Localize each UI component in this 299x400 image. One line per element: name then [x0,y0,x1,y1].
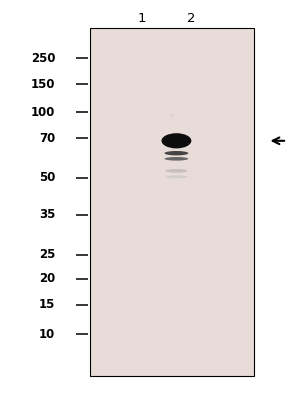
Text: 150: 150 [31,78,55,90]
Text: 2: 2 [187,12,195,24]
Text: 20: 20 [39,272,55,285]
Text: 50: 50 [39,172,55,184]
Text: 35: 35 [39,208,55,221]
Ellipse shape [165,169,188,173]
Text: 100: 100 [31,106,55,118]
Text: 25: 25 [39,248,55,261]
Text: 10: 10 [39,328,55,340]
Text: 1: 1 [138,12,146,24]
Text: 250: 250 [31,52,55,64]
Bar [90,28,254,376]
Text: 15: 15 [39,298,55,311]
Ellipse shape [161,133,191,148]
Ellipse shape [164,151,188,155]
Text: 70: 70 [39,132,55,144]
Ellipse shape [164,157,188,161]
Ellipse shape [165,175,188,178]
